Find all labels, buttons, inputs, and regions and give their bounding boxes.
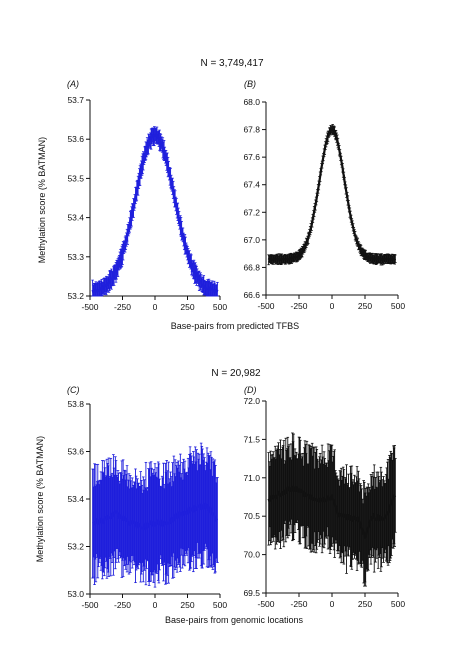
y-tick-label: 53.2 — [67, 542, 84, 552]
x-tick-label: 250 — [180, 302, 194, 312]
x-axis-label-top: Base-pairs from predicted TFBS — [171, 321, 299, 331]
y-tick-label: 72.0 — [243, 396, 260, 406]
x-tick-label: 500 — [213, 600, 227, 610]
y-tick-label: 53.0 — [67, 589, 84, 599]
y-tick-label: 53.4 — [67, 213, 84, 223]
x-tick-label: -250 — [114, 600, 131, 610]
x-tick-label: -500 — [257, 599, 274, 609]
y-tick-label: 71.0 — [243, 473, 260, 483]
panel-b: (B) 66.6 66.8 67.0 67.2 67.4 67.6 67.8 68.0 -500 -… — [243, 79, 405, 311]
x-tick-label: -250 — [290, 599, 307, 609]
y-tick-label: 66.8 — [243, 262, 260, 272]
x-tick-label: -250 — [290, 301, 307, 311]
n-label-bottom: N = 20,982 — [211, 368, 261, 379]
panel-label: (A) — [67, 79, 79, 89]
y-tick-label: 67.8 — [243, 125, 260, 135]
panel-label: (C) — [67, 385, 80, 395]
error-bars — [267, 432, 397, 587]
panel-d: (D) 69.5 70.0 70.5 71.0 71.5 72.0 -500 -250 0 250 5… — [243, 385, 405, 609]
panel-label: (D) — [244, 385, 257, 395]
y-tick-label: 70.0 — [243, 550, 260, 560]
series-line — [92, 502, 219, 531]
y-tick-label: 53.6 — [67, 134, 84, 144]
x-tick-label: 500 — [391, 301, 405, 311]
error-bars — [267, 124, 397, 266]
x-tick-label: 500 — [213, 302, 227, 312]
y-axis-label-top: Methylation score (% BATMAN) — [37, 137, 47, 263]
x-tick-label: 0 — [153, 600, 158, 610]
x-tick-label: 500 — [391, 599, 405, 609]
x-tick-label: 250 — [358, 599, 372, 609]
x-tick-label: -250 — [114, 302, 131, 312]
y-axis-label-bottom: Methylation score (% BATMAN) — [35, 436, 45, 562]
y-tick-label: 66.6 — [243, 290, 260, 300]
error-bars — [91, 126, 219, 297]
x-tick-label: 250 — [358, 301, 372, 311]
x-axis-label-bottom: Base-pairs from genomic locations — [165, 615, 304, 625]
y-tick-label: 53.6 — [67, 447, 84, 457]
panel-c: (C) 53.0 53.2 53.4 53.6 53.8 -500 -250 0 250 500 — [67, 385, 227, 610]
x-tick-label: 0 — [153, 302, 158, 312]
n-label-top: N = 3,749,417 — [200, 58, 264, 69]
y-tick-label: 69.5 — [243, 588, 260, 598]
panel-a: (A) 53.2 53.3 53.4 53.5 53.6 53.7 -500 -250 0 250 5… — [67, 79, 227, 312]
series-line — [267, 485, 397, 539]
y-tick-label: 53.3 — [67, 252, 84, 262]
y-tick-label: 71.5 — [243, 434, 260, 444]
y-tick-label: 53.7 — [67, 95, 84, 105]
y-tick-label: 53.2 — [67, 291, 84, 301]
x-tick-label: 0 — [330, 599, 335, 609]
y-tick-label: 53.5 — [67, 173, 84, 183]
y-tick-label: 67.2 — [243, 207, 260, 217]
x-tick-label: -500 — [81, 302, 98, 312]
series-line — [91, 133, 219, 294]
y-tick-label: 67.0 — [243, 235, 260, 245]
y-tick-label: 68.0 — [243, 97, 260, 107]
x-tick-label: -500 — [257, 301, 274, 311]
x-tick-label: -500 — [81, 600, 98, 610]
panel-label: (B) — [244, 79, 256, 89]
series-line — [267, 128, 397, 261]
y-tick-label: 70.5 — [243, 511, 260, 521]
x-tick-label: 250 — [180, 600, 194, 610]
y-tick-label: 53.8 — [67, 399, 84, 409]
y-tick-label: 67.4 — [243, 180, 260, 190]
y-tick-label: 67.6 — [243, 152, 260, 162]
x-tick-label: 0 — [330, 301, 335, 311]
y-tick-label: 53.4 — [67, 494, 84, 504]
